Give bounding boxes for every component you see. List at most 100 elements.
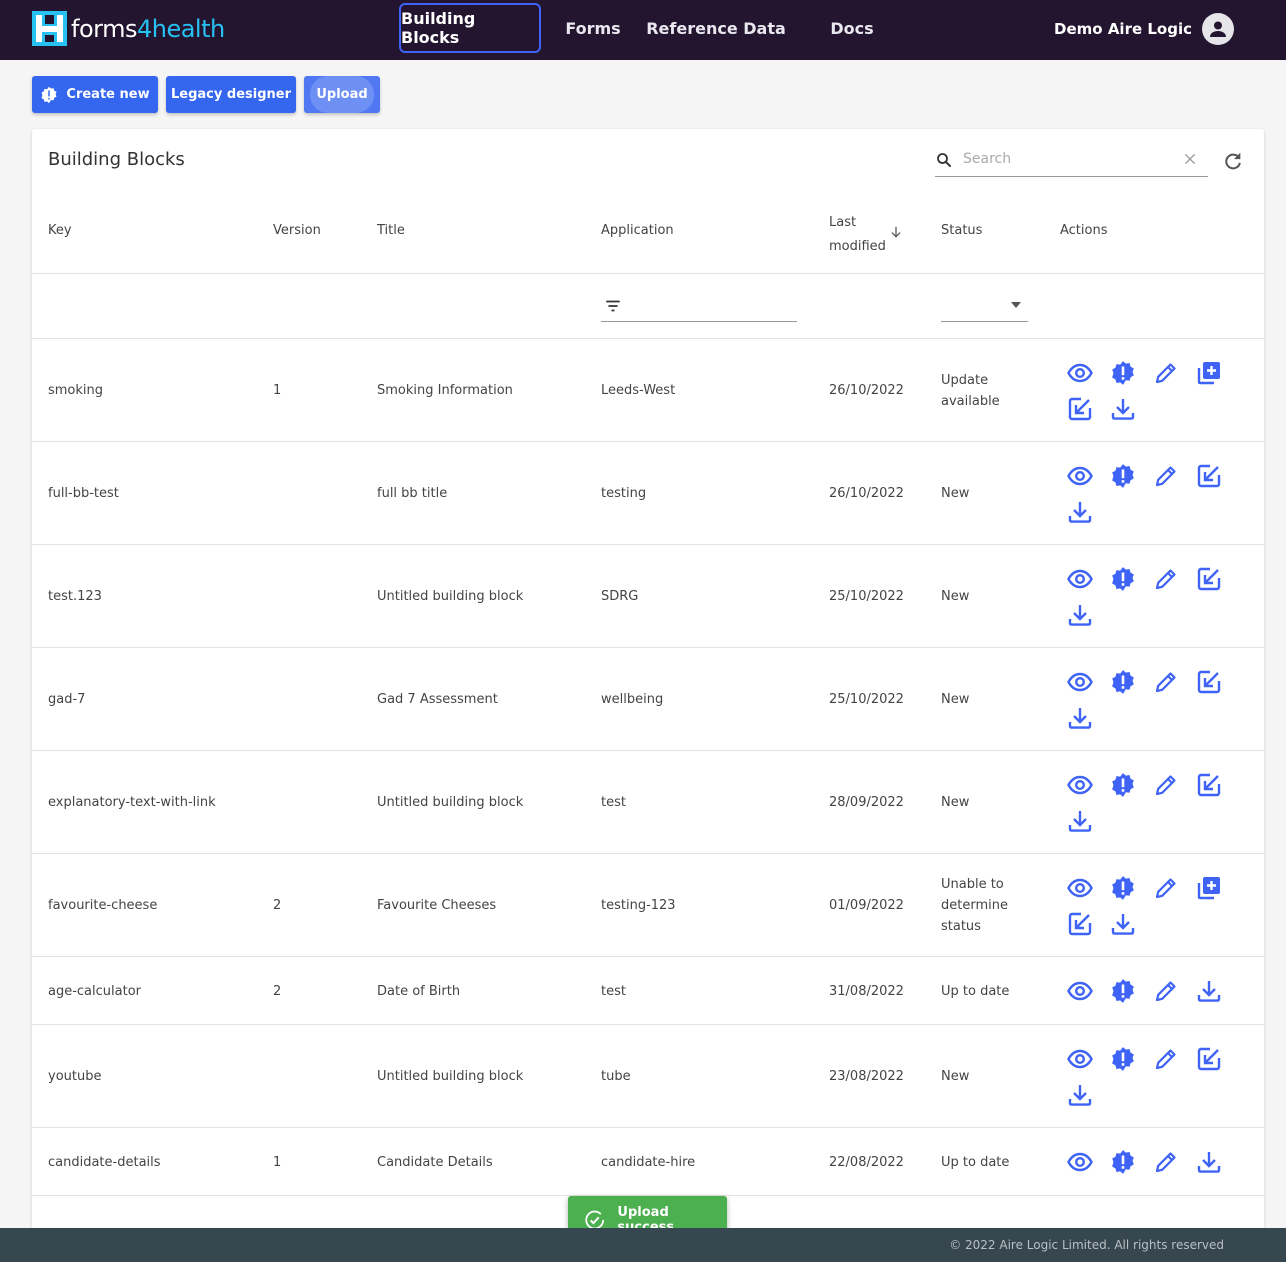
table-row[interactable]: favourite-cheese 2 Favourite Cheeses testin… (32, 854, 1264, 957)
status-filter-select[interactable] (941, 321, 1028, 322)
create-new-button[interactable]: Create new (32, 76, 158, 113)
table-row[interactable]: gad-7 Gad 7 Assessment wellbeing 25/10/2022… (32, 648, 1264, 751)
cell-modified: 26/10/2022 (829, 383, 904, 398)
download-icon[interactable] (1067, 499, 1093, 525)
cell-application: candidate-hire (601, 1154, 696, 1170)
download-icon[interactable] (1196, 1149, 1222, 1175)
import-icon[interactable] (1196, 669, 1222, 695)
edit-icon[interactable] (1153, 360, 1179, 386)
column-header-title[interactable]: Title (377, 223, 405, 238)
row-divider (32, 441, 1264, 442)
badge-alert-icon[interactable] (1110, 978, 1136, 1004)
table-row[interactable]: age-calculator 2 Date of Birth test 31/08/20… (32, 957, 1264, 1025)
download-icon[interactable] (1196, 978, 1222, 1004)
status-text-line: New (941, 589, 970, 604)
cell-status: Up to date (941, 981, 1009, 1002)
row-divider (32, 750, 1264, 751)
table-row[interactable]: explanatory-text-with-link Untitled build… (32, 751, 1264, 854)
nav-docs[interactable]: Docs (817, 3, 887, 53)
download-icon[interactable] (1067, 808, 1093, 834)
application-filter-input[interactable] (601, 321, 797, 322)
download-icon[interactable] (1067, 1082, 1093, 1108)
cell-status: New (941, 1066, 969, 1087)
view-icon[interactable] (1067, 669, 1093, 695)
duplicate-icon[interactable] (1196, 360, 1222, 386)
edit-icon[interactable] (1153, 978, 1179, 1004)
search-field[interactable]: Search (935, 147, 1208, 177)
filter-icon[interactable] (603, 297, 623, 315)
column-header-key[interactable]: Key (48, 223, 72, 238)
table-row[interactable]: test.123 Untitled building block SDRG 25/10… (32, 545, 1264, 648)
view-icon[interactable] (1067, 978, 1093, 1004)
column-header-version[interactable]: Version (273, 223, 321, 238)
badge-alert-icon[interactable] (1110, 463, 1136, 489)
column-header-last-modified[interactable]: Last modified (829, 211, 886, 259)
table-row[interactable]: youtube Untitled building block tube 23/08/… (32, 1025, 1264, 1128)
refresh-icon[interactable] (1222, 150, 1244, 172)
nav-reference-data[interactable]: Reference Data (645, 3, 787, 53)
edit-icon[interactable] (1153, 772, 1179, 798)
nav-forms[interactable]: Forms (556, 3, 630, 53)
cell-status: New (941, 689, 969, 710)
cell-status: New (941, 483, 969, 504)
account-circle-icon[interactable] (1202, 13, 1234, 45)
import-icon[interactable] (1067, 396, 1093, 422)
download-icon[interactable] (1110, 396, 1136, 422)
view-icon[interactable] (1067, 1046, 1093, 1072)
import-icon[interactable] (1196, 772, 1222, 798)
user-menu[interactable]: Demo Aire Logic (1054, 13, 1234, 45)
view-icon[interactable] (1067, 463, 1093, 489)
edit-icon[interactable] (1153, 1046, 1179, 1072)
chevron-down-icon[interactable] (1010, 301, 1022, 309)
cell-title: Untitled building block (377, 795, 524, 810)
column-header-application[interactable]: Application (601, 223, 674, 238)
download-icon[interactable] (1067, 705, 1093, 731)
cell-application: test (601, 795, 626, 810)
cell-title: Gad 7 Assessment (377, 692, 498, 707)
edit-icon[interactable] (1153, 875, 1179, 901)
duplicate-icon[interactable] (1196, 875, 1222, 901)
row-divider (32, 1127, 1264, 1128)
import-icon[interactable] (1196, 463, 1222, 489)
badge-alert-icon (41, 86, 57, 103)
table-row[interactable]: smoking 1 Smoking Information Leeds-West 26/… (32, 339, 1264, 442)
upload-button[interactable]: Upload (304, 76, 380, 113)
brand-logo[interactable]: forms4health (32, 11, 225, 46)
download-icon[interactable] (1067, 602, 1093, 628)
badge-alert-icon[interactable] (1110, 1046, 1136, 1072)
column-header-status[interactable]: Status (941, 223, 983, 238)
view-icon[interactable] (1067, 566, 1093, 592)
cell-key: favourite-cheese (48, 898, 158, 913)
edit-icon[interactable] (1153, 566, 1179, 592)
badge-alert-icon[interactable] (1110, 360, 1136, 386)
row-divider (32, 1195, 1264, 1196)
badge-alert-icon[interactable] (1110, 669, 1136, 695)
view-icon[interactable] (1067, 875, 1093, 901)
cell-title: Smoking Information (377, 383, 513, 398)
import-icon[interactable] (1196, 566, 1222, 592)
search-input[interactable]: Search (963, 151, 1012, 167)
view-icon[interactable] (1067, 772, 1093, 798)
view-icon[interactable] (1067, 1149, 1093, 1175)
badge-alert-icon[interactable] (1110, 875, 1136, 901)
sort-arrow-down-icon[interactable] (889, 225, 903, 239)
edit-icon[interactable] (1153, 1149, 1179, 1175)
import-icon[interactable] (1196, 1046, 1222, 1072)
clear-icon[interactable] (1182, 151, 1198, 167)
badge-alert-icon[interactable] (1110, 772, 1136, 798)
table-row[interactable]: candidate-details 1 Candidate Details candi… (32, 1128, 1264, 1196)
legacy-designer-button[interactable]: Legacy designer (166, 76, 296, 113)
cell-key: test.123 (48, 589, 102, 604)
cell-application: SDRG (601, 589, 639, 604)
table-row[interactable]: full-bb-test full bb title testing 26/10/20… (32, 442, 1264, 545)
download-icon[interactable] (1110, 911, 1136, 937)
nav-building-blocks[interactable]: Building Blocks (399, 3, 541, 53)
edit-icon[interactable] (1153, 669, 1179, 695)
cell-application: wellbeing (601, 692, 664, 707)
view-icon[interactable] (1067, 360, 1093, 386)
brand-name-part1: forms (71, 14, 137, 43)
edit-icon[interactable] (1153, 463, 1179, 489)
badge-alert-icon[interactable] (1110, 1149, 1136, 1175)
badge-alert-icon[interactable] (1110, 566, 1136, 592)
import-icon[interactable] (1067, 911, 1093, 937)
